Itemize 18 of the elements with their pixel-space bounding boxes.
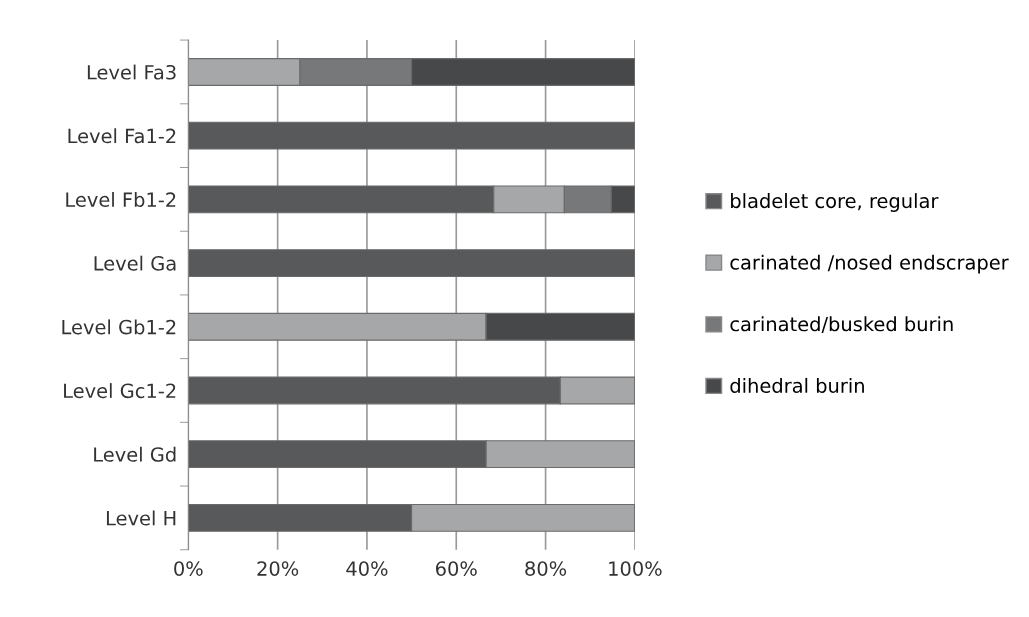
y-tick-label: Level Fa1-2 (68, 128, 176, 144)
legend-label: carinated/busked burin (730, 316, 953, 333)
y-tick-label: Level H (106, 510, 176, 526)
x-tick-label: 100% (609, 561, 662, 576)
x-tick-label: 60% (436, 561, 477, 576)
y-tick-label: Level Fb1-2 (66, 191, 176, 208)
legend-label: carinated /nosed endscraper (730, 254, 1009, 274)
x-tick-label: 20% (257, 561, 299, 576)
x-tick-label: 80% (525, 561, 567, 576)
y-tick-label: Level Gb1-2 (62, 319, 176, 335)
y-tick-label: Level Fa3 (87, 64, 176, 80)
y-tick-label: Level Gc1-2 (64, 383, 176, 399)
x-tick-label: 0% (174, 561, 203, 576)
y-tick-label: Level Ga (94, 255, 176, 271)
legend-label: dihedral burin (730, 377, 864, 393)
y-tick-label: Level Gd (94, 446, 176, 462)
x-tick-label: 40% (346, 561, 388, 576)
legend-label: bladelet core, regular (731, 193, 939, 212)
